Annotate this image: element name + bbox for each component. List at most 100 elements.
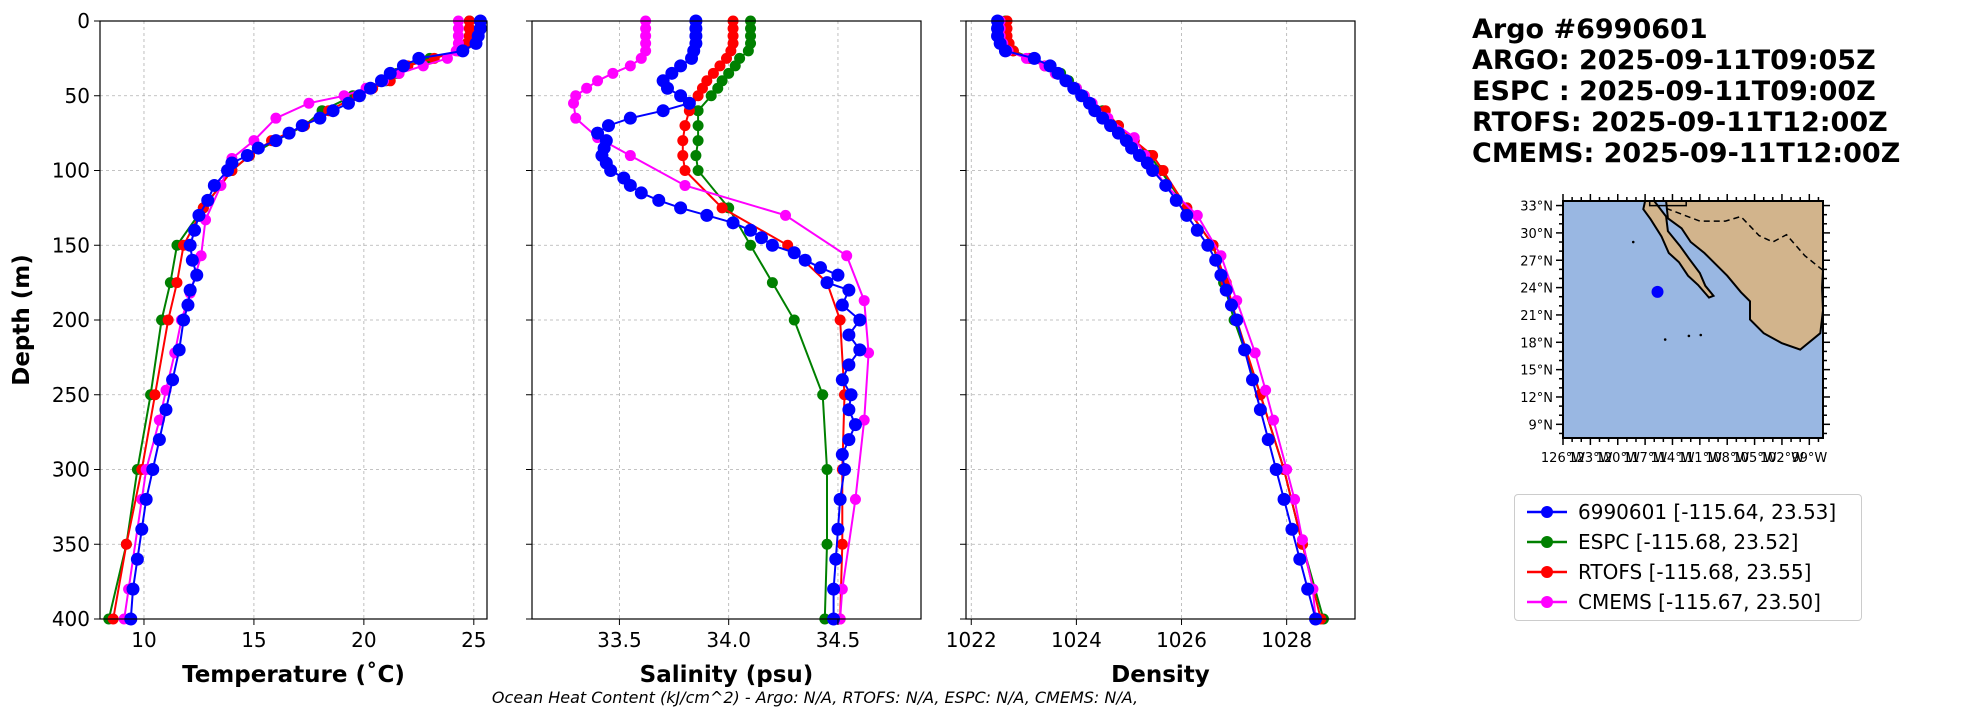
- data-point: [685, 51, 699, 65]
- data-point: [692, 135, 704, 147]
- data-point: [1293, 552, 1307, 566]
- data-point: [834, 314, 846, 326]
- data-point: [635, 52, 647, 64]
- data-point: [674, 59, 688, 73]
- y-tick-label: 350: [52, 532, 90, 556]
- data-point: [1301, 582, 1315, 596]
- data-point: [829, 552, 843, 566]
- data-point: [1269, 463, 1283, 476]
- data-point: [183, 283, 197, 297]
- data-point: [139, 492, 153, 506]
- y-tick-label: 50: [65, 84, 90, 108]
- data-point: [842, 358, 856, 372]
- legend-label: CMEMS [-115.67, 23.50]: [1578, 590, 1821, 614]
- legend-item-espc: ESPC [-115.68, 23.52]: [1523, 527, 1859, 557]
- data-point: [313, 111, 327, 125]
- data-point: [1296, 534, 1308, 546]
- data-point: [1201, 238, 1215, 252]
- data-point: [1157, 165, 1169, 176]
- data-point: [326, 104, 340, 118]
- data-point: [607, 67, 619, 79]
- map-lat-label: 15°N: [1520, 364, 1553, 379]
- map-lat-label: 33°N: [1520, 200, 1553, 215]
- data-point: [1281, 464, 1293, 475]
- argo-time: ARGO: 2025-09-11T09:05Z: [1472, 45, 1876, 76]
- header-info: Argo #6990601 ARGO: 2025-09-11T09:05Z ES…: [1472, 14, 1900, 169]
- map-lon-label: 126°W: [1541, 451, 1585, 466]
- data-point: [745, 239, 757, 251]
- island: [1699, 333, 1703, 337]
- data-point: [835, 448, 849, 462]
- data-point: [690, 150, 702, 162]
- island: [1631, 240, 1635, 244]
- data-point: [831, 268, 845, 282]
- data-point: [303, 97, 315, 109]
- y-tick-label: 0: [77, 9, 90, 33]
- data-point: [679, 179, 691, 191]
- data-point: [135, 522, 149, 536]
- data-point: [1169, 193, 1183, 207]
- data-point: [171, 277, 183, 289]
- map-lon-label: 120°W: [1596, 451, 1640, 466]
- data-point: [744, 223, 758, 237]
- data-point: [1285, 522, 1299, 536]
- data-point: [374, 74, 388, 88]
- legend-label: 6990601 [-115.64, 23.53]: [1578, 500, 1837, 524]
- data-point: [159, 403, 173, 417]
- data-point: [798, 253, 812, 267]
- data-point: [726, 216, 740, 230]
- x-tick-label: 1022: [946, 628, 997, 652]
- data-point: [1277, 492, 1291, 506]
- x-axis-label: Temperature (˚C): [182, 661, 405, 688]
- ohc-footer: Ocean Heat Content (kJ/cm^2) - Argo: N/A…: [491, 688, 1139, 707]
- country-border: [1665, 207, 1824, 271]
- data-point: [1214, 268, 1228, 282]
- data-point: [581, 82, 593, 94]
- data-point: [765, 238, 779, 252]
- data-point: [623, 178, 637, 192]
- legend-item-argo: 6990601 [-115.64, 23.53]: [1523, 497, 1859, 527]
- data-point: [604, 164, 618, 177]
- x-tick-label: 20: [351, 628, 376, 652]
- data-point: [192, 208, 206, 222]
- data-point: [821, 464, 833, 475]
- data-point: [634, 186, 648, 200]
- data-point: [665, 66, 679, 80]
- data-point: [674, 201, 688, 215]
- data-point: [788, 314, 800, 326]
- y-tick-label: 100: [52, 159, 90, 183]
- data-point: [352, 89, 366, 103]
- map-lon-label: 123°W: [1568, 451, 1612, 466]
- island: [1687, 334, 1691, 338]
- x-axis-label: Density: [1111, 662, 1210, 688]
- legend-marker-icon: [1527, 596, 1567, 608]
- data-point: [1230, 313, 1244, 327]
- cmems-time: CMEMS: 2025-09-11T12:00Z: [1472, 138, 1901, 169]
- data-point: [842, 403, 856, 417]
- legend-marker-icon: [1527, 506, 1567, 518]
- data-point: [162, 314, 174, 326]
- data-point: [396, 59, 410, 73]
- data-point: [716, 202, 728, 214]
- data-point: [712, 82, 724, 94]
- legend-label: ESPC [-115.68, 23.52]: [1578, 530, 1799, 554]
- baja-land: [1642, 200, 1716, 299]
- data-point: [842, 433, 856, 447]
- data-point: [821, 538, 833, 550]
- location-map: 33°N 30°N 27°N 24°N 21°N 18°N 15°N 12°N 9°N 126°W…: [1520, 194, 1830, 466]
- data-point: [1268, 414, 1280, 426]
- argo-float-title: Argo #6990601: [1472, 14, 1708, 45]
- data-point: [700, 208, 714, 222]
- data-point: [679, 165, 691, 176]
- map-lon-label: 108°W: [1705, 451, 1749, 466]
- data-point: [152, 433, 166, 447]
- data-point: [836, 583, 848, 595]
- data-point: [831, 522, 845, 536]
- data-point: [836, 538, 848, 550]
- data-point: [126, 582, 140, 596]
- data-point: [858, 295, 870, 307]
- data-point: [1219, 283, 1233, 297]
- data-point: [441, 52, 453, 64]
